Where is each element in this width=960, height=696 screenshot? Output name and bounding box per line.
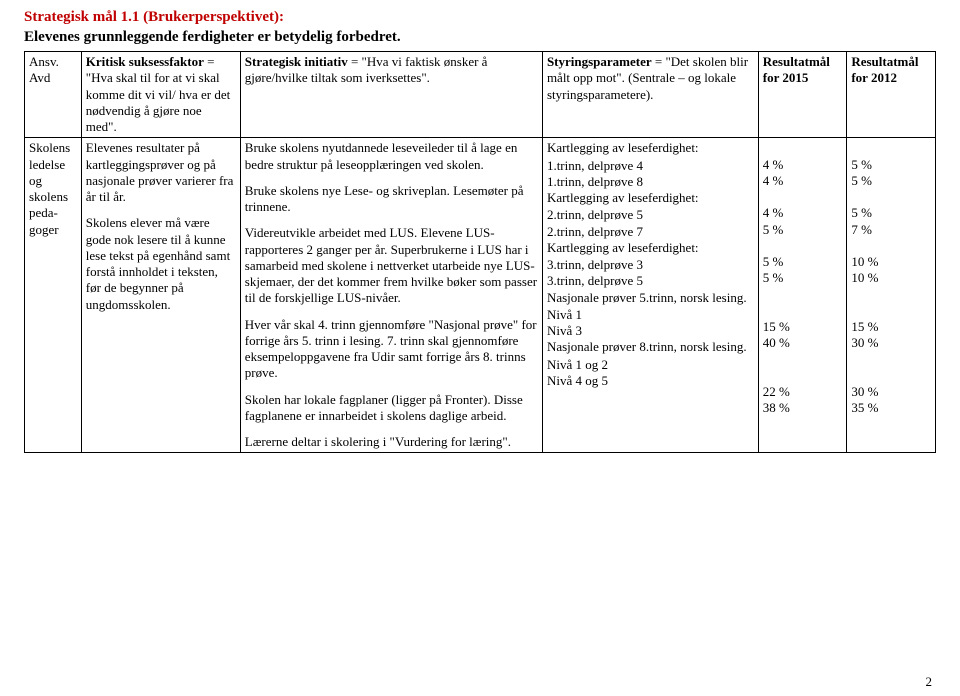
table-data-row: Skolens ledelse og skolens peda-goger El… <box>25 138 936 453</box>
param-item-r15: 4 % <box>763 157 843 173</box>
cell-kritisk: Elevenes resultater på kartleggingsprøve… <box>81 138 240 453</box>
param-item-r15: 38 % <box>763 400 843 416</box>
strategy-table: Ansv. Avd Kritisk suksessfaktor = "Hva s… <box>24 51 936 453</box>
param-item-label: 3.trinn, delprøve 3 <box>547 257 754 273</box>
param-group-header: Nasjonale prøver 5.trinn, norsk lesing. <box>547 290 754 306</box>
param-item-label: 2.trinn, delprøve 5 <box>547 207 754 223</box>
hdr-r15: Resultatmål for 2015 <box>758 52 847 138</box>
param-item-r12: 5 % <box>851 205 931 221</box>
param-item-r15: 15 % <box>763 319 843 335</box>
param-group-header: Kartlegging av leseferdighet: <box>547 190 754 206</box>
page-title-sub: Elevenes grunnleggende ferdigheter er be… <box>24 29 401 45</box>
hdr-styr: Styringsparameter = "Det skolen blir mål… <box>542 52 758 138</box>
hdr-styr-bold: Styringsparameter <box>547 54 652 69</box>
init-p1: Bruke skolens nyutdannede leseveileder t… <box>245 140 538 173</box>
param-group-header: Kartlegging av leseferdighet: <box>547 240 754 256</box>
param-item-r15: 5 % <box>763 254 843 270</box>
init-p2: Bruke skolens nye Lese- og skriveplan. L… <box>245 183 538 216</box>
param-item-label: Nivå 3 <box>547 323 754 339</box>
cell-styr: Kartlegging av leseferdighet:1.trinn, de… <box>542 138 758 453</box>
kritisk-p2: Skolens elever må være gode nok lesere t… <box>86 215 236 313</box>
param-item-r15: 40 % <box>763 335 843 351</box>
param-item-r15: 5 % <box>763 270 843 286</box>
cell-r15: 4 %4 % 4 %5 % 5 %5 % 15 %40 % 22 %38 % <box>758 138 847 453</box>
param-item-r12: 30 % <box>851 335 931 351</box>
cell-init: Bruke skolens nyutdannede leseveileder t… <box>240 138 542 453</box>
hdr-kritisk-bold: Kritisk suksessfaktor <box>86 54 204 69</box>
param-item-r12: 5 % <box>851 173 931 189</box>
param-item-r15: 22 % <box>763 384 843 400</box>
hdr-init: Strategisk initiativ = "Hva vi faktisk ø… <box>240 52 542 138</box>
param-item-r12: 5 % <box>851 157 931 173</box>
param-item-label: 3.trinn, delprøve 5 <box>547 273 754 289</box>
kritisk-p1: Elevenes resultater på kartleggingsprøve… <box>86 140 236 205</box>
table-header-row: Ansv. Avd Kritisk suksessfaktor = "Hva s… <box>25 52 936 138</box>
param-item-r12: 7 % <box>851 222 931 238</box>
param-item-r12: 15 % <box>851 319 931 335</box>
hdr-kritisk: Kritisk suksessfaktor = "Hva skal til fo… <box>81 52 240 138</box>
param-group-header: Nasjonale prøver 8.trinn, norsk lesing. <box>547 339 754 355</box>
param-item-label: 2.trinn, delprøve 7 <box>547 224 754 240</box>
param-item-r12: 35 % <box>851 400 931 416</box>
param-item-label: Nivå 1 <box>547 307 754 323</box>
init-p6: Lærerne deltar i skolering i "Vurdering … <box>245 434 538 450</box>
param-item-label: 1.trinn, delprøve 4 <box>547 158 754 174</box>
init-p5: Skolen har lokale fagplaner (ligger på F… <box>245 392 538 425</box>
param-item-label: Nivå 4 og 5 <box>547 373 754 389</box>
param-item-r12: 10 % <box>851 270 931 286</box>
param-group-header: Kartlegging av leseferdighet: <box>547 140 754 156</box>
page-title-main: Strategisk mål 1.1 (Brukerperspektivet): <box>24 9 284 25</box>
init-p3: Videreutvikle arbeidet med LUS. Elevene … <box>245 225 538 306</box>
hdr-r12: Resultatmål for 2012 <box>847 52 936 138</box>
param-item-r12: 30 % <box>851 384 931 400</box>
param-item-r12: 10 % <box>851 254 931 270</box>
param-item-r15: 4 % <box>763 205 843 221</box>
init-p4: Hver vår skal 4. trinn gjennomføre "Nasj… <box>245 317 538 382</box>
param-item-r15: 4 % <box>763 173 843 189</box>
param-item-label: 1.trinn, delprøve 8 <box>547 174 754 190</box>
param-item-r15: 5 % <box>763 222 843 238</box>
page-number: 2 <box>926 674 933 690</box>
param-item-label: Nivå 1 og 2 <box>547 357 754 373</box>
cell-ansv: Skolens ledelse og skolens peda-goger <box>25 138 82 453</box>
hdr-ansv: Ansv. Avd <box>25 52 82 138</box>
cell-r12: 5 %5 % 5 % 7 % 10 %10 % 15 %30 % 30 %35 … <box>847 138 936 453</box>
hdr-init-bold: Strategisk initiativ <box>245 54 348 69</box>
